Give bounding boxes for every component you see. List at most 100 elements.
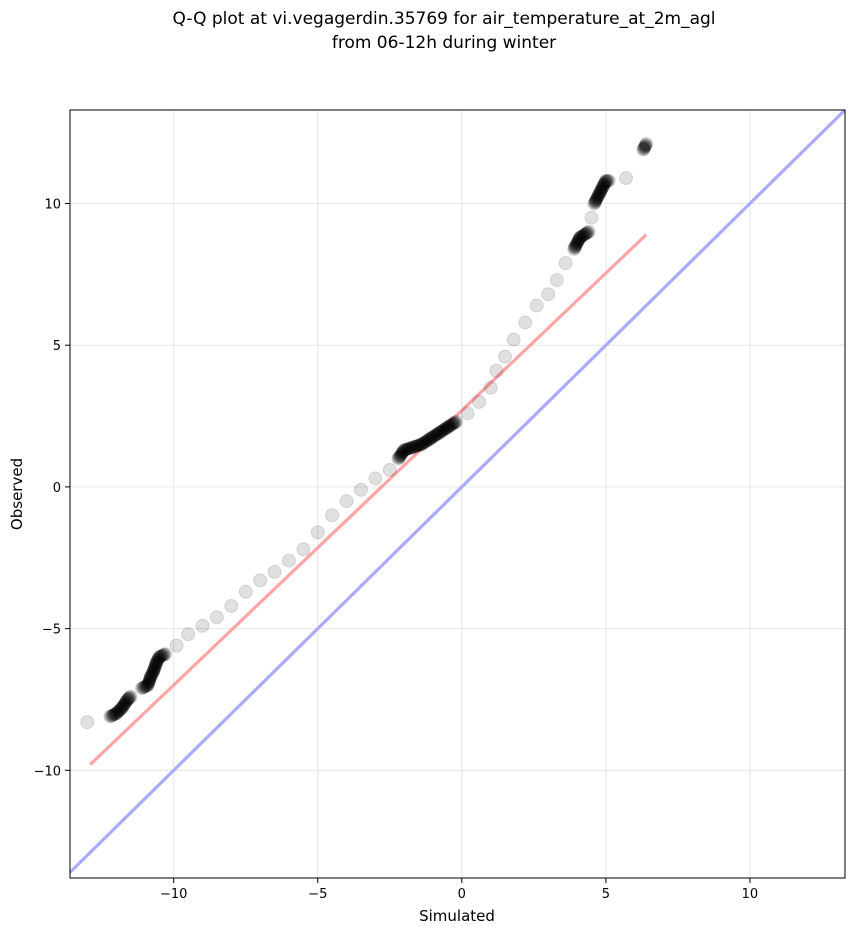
qq-point bbox=[441, 420, 455, 434]
qq-point bbox=[151, 652, 165, 666]
qq-point bbox=[394, 448, 408, 462]
qq-point bbox=[529, 298, 544, 313]
qq-point bbox=[593, 186, 607, 200]
qq-point bbox=[410, 439, 424, 453]
qq-point bbox=[310, 525, 325, 540]
qq-point bbox=[599, 174, 613, 188]
qq-point bbox=[577, 228, 591, 242]
qq-point bbox=[437, 423, 451, 437]
qq-point bbox=[636, 142, 651, 157]
qq-point bbox=[115, 700, 129, 714]
grid bbox=[70, 110, 845, 878]
qq-point bbox=[403, 441, 417, 455]
qq-point bbox=[595, 182, 609, 196]
qq-point bbox=[149, 657, 163, 671]
qq-point bbox=[146, 666, 160, 680]
y-tick-label: −5 bbox=[42, 623, 61, 638]
qq-point bbox=[143, 671, 157, 685]
qq-point bbox=[417, 436, 431, 450]
identity-line bbox=[68, 108, 847, 874]
qq-point bbox=[436, 424, 450, 438]
qq-point bbox=[139, 679, 153, 693]
qq-point bbox=[110, 706, 124, 720]
qq-point bbox=[411, 438, 425, 452]
qq-point bbox=[483, 380, 498, 395]
qq-point bbox=[325, 508, 340, 523]
qq-point bbox=[549, 273, 564, 288]
qq-point bbox=[601, 174, 615, 188]
qq-point bbox=[396, 445, 410, 459]
plot-frame bbox=[69, 109, 846, 879]
qq-point bbox=[107, 708, 121, 722]
qq-point bbox=[137, 680, 151, 694]
qq-point bbox=[136, 681, 150, 695]
qq-point bbox=[415, 437, 429, 451]
qq-point bbox=[123, 690, 137, 704]
qq-point bbox=[146, 664, 161, 679]
qq-point bbox=[140, 678, 155, 693]
qq-point bbox=[598, 176, 612, 190]
qq-point bbox=[406, 440, 420, 454]
qq-point bbox=[149, 658, 163, 672]
qq-point bbox=[594, 183, 608, 197]
qq-point bbox=[598, 175, 612, 189]
qq-point bbox=[143, 670, 157, 684]
qq-point bbox=[150, 654, 164, 668]
qq-point bbox=[116, 699, 130, 713]
qq-point bbox=[400, 442, 414, 456]
qq-point bbox=[123, 689, 138, 704]
qq-point bbox=[405, 440, 419, 454]
qq-point bbox=[143, 671, 157, 685]
qq-point bbox=[399, 442, 413, 456]
qq-point bbox=[597, 178, 611, 192]
qq-point bbox=[104, 709, 118, 723]
qq-point bbox=[152, 651, 166, 665]
qq-point bbox=[426, 430, 440, 444]
qq-point bbox=[119, 695, 133, 709]
qq-point bbox=[398, 443, 412, 457]
qq-point bbox=[147, 663, 161, 677]
qq-point bbox=[597, 177, 611, 191]
qq-point bbox=[420, 434, 434, 448]
qq-point bbox=[412, 438, 426, 452]
qq-point bbox=[445, 418, 459, 432]
qq-point bbox=[588, 195, 602, 209]
qq-point bbox=[142, 675, 156, 689]
qq-point bbox=[158, 647, 173, 662]
qq-point bbox=[638, 139, 652, 153]
qq-point bbox=[570, 236, 584, 250]
qq-point bbox=[422, 432, 436, 446]
qq-point bbox=[430, 427, 444, 441]
qq-point bbox=[601, 174, 615, 188]
qq-point bbox=[149, 656, 163, 670]
qq-point bbox=[445, 417, 459, 431]
qq-point bbox=[590, 192, 604, 206]
qq-point bbox=[570, 235, 584, 249]
qq-point bbox=[153, 649, 167, 663]
qq-point bbox=[428, 428, 442, 442]
qq-point bbox=[420, 434, 434, 448]
qq-point bbox=[105, 709, 119, 723]
qq-point bbox=[147, 661, 161, 675]
qq-point bbox=[122, 691, 136, 705]
qq-point bbox=[392, 451, 406, 465]
qq-point bbox=[417, 436, 431, 450]
qq-point bbox=[600, 174, 614, 188]
qq-point bbox=[112, 703, 126, 717]
qq-point bbox=[472, 394, 487, 409]
qq-point bbox=[80, 715, 95, 730]
qq-point bbox=[438, 422, 452, 436]
qq-point bbox=[195, 618, 210, 633]
qq-point bbox=[448, 415, 462, 429]
qq-point bbox=[426, 430, 440, 444]
qq-point bbox=[489, 363, 504, 378]
y-tick-label: 5 bbox=[53, 339, 61, 354]
x-tick-label: −5 bbox=[308, 887, 327, 902]
qq-point bbox=[425, 430, 439, 444]
qq-point bbox=[567, 241, 582, 256]
qq-point bbox=[122, 691, 136, 705]
qq-point bbox=[143, 672, 157, 686]
qq-point bbox=[591, 189, 605, 203]
